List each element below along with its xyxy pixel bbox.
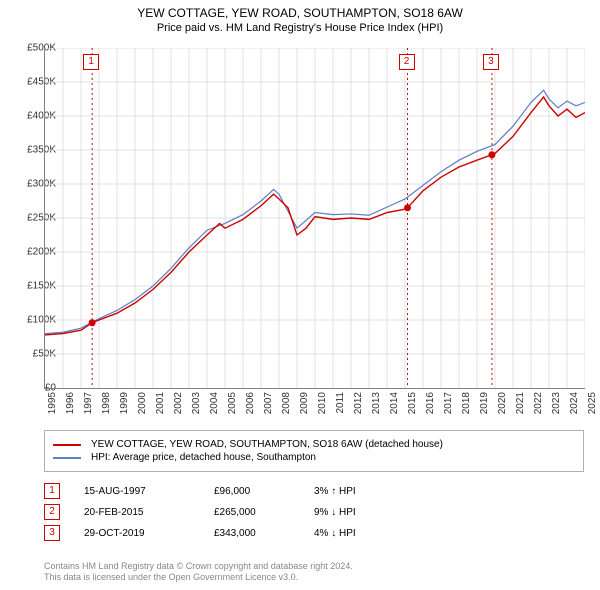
legend-swatch: [53, 444, 81, 446]
annotation-date: 29-OCT-2019: [84, 528, 214, 539]
x-tick-label: 2007: [263, 392, 274, 414]
x-tick-label: 2012: [353, 392, 364, 414]
x-tick-label: 2010: [317, 392, 328, 414]
chart-title: YEW COTTAGE, YEW ROAD, SOUTHAMPTON, SO18…: [0, 0, 600, 20]
x-tick-label: 2002: [173, 392, 184, 414]
x-tick-label: 2011: [335, 392, 346, 414]
x-tick-label: 2003: [191, 392, 202, 414]
annotation-num-box: 3: [44, 525, 60, 541]
annotation-date: 15-AUG-1997: [84, 486, 214, 497]
legend: YEW COTTAGE, YEW ROAD, SOUTHAMPTON, SO18…: [44, 430, 584, 472]
x-tick-label: 2015: [407, 392, 418, 414]
annotation-row: 3 29-OCT-2019£343,0004% ↓ HPI: [44, 525, 394, 541]
chart-subtitle: Price paid vs. HM Land Registry's House …: [0, 20, 600, 34]
annotation-table: 1 15-AUG-1997£96,0003% ↑ HPI 2 20-FEB-2015£…: [44, 478, 394, 546]
x-tick-label: 2004: [209, 392, 220, 414]
chart-container: YEW COTTAGE, YEW ROAD, SOUTHAMPTON, SO18…: [0, 0, 600, 590]
x-tick-label: 1996: [65, 392, 76, 414]
legend-item: HPI: Average price, detached house, Sout…: [53, 452, 575, 463]
x-tick-label: 2025: [587, 392, 598, 414]
annotation-row: 2 20-FEB-2015£265,0009% ↓ HPI: [44, 504, 394, 520]
x-tick-label: 2023: [551, 392, 562, 414]
event-marker-3: 3: [483, 54, 499, 70]
x-tick-label: 1999: [119, 392, 130, 414]
x-tick-label: 1995: [47, 392, 58, 414]
x-tick-label: 2006: [245, 392, 256, 414]
x-tick-label: 1998: [101, 392, 112, 414]
x-tick-label: 2016: [425, 392, 436, 414]
footer-line1: Contains HM Land Registry data © Crown c…: [44, 561, 353, 573]
annotation-row: 1 15-AUG-1997£96,0003% ↑ HPI: [44, 483, 394, 499]
annotation-price: £343,000: [214, 528, 314, 539]
x-tick-label: 2013: [371, 392, 382, 414]
plot-area: [44, 48, 585, 389]
annotation-num-box: 2: [44, 504, 60, 520]
event-marker-2: 2: [399, 54, 415, 70]
event-marker-1: 1: [83, 54, 99, 70]
annotation-diff: 3% ↑ HPI: [314, 486, 394, 497]
x-tick-label: 2014: [389, 392, 400, 414]
legend-label: HPI: Average price, detached house, Sout…: [91, 452, 316, 463]
annotation-num-box: 1: [44, 483, 60, 499]
legend-item: YEW COTTAGE, YEW ROAD, SOUTHAMPTON, SO18…: [53, 439, 575, 450]
x-tick-label: 2018: [461, 392, 472, 414]
x-tick-label: 2001: [155, 392, 166, 414]
x-tick-label: 2022: [533, 392, 544, 414]
legend-label: YEW COTTAGE, YEW ROAD, SOUTHAMPTON, SO18…: [91, 439, 443, 450]
x-tick-label: 2017: [443, 392, 454, 414]
x-tick-label: 2000: [137, 392, 148, 414]
x-tick-label: 2021: [515, 392, 526, 414]
x-tick-label: 2005: [227, 392, 238, 414]
x-tick-label: 2020: [497, 392, 508, 414]
annotation-price: £96,000: [214, 486, 314, 497]
x-tick-label: 2024: [569, 392, 580, 414]
annotation-diff: 9% ↓ HPI: [314, 507, 394, 518]
annotation-diff: 4% ↓ HPI: [314, 528, 394, 539]
annotation-date: 20-FEB-2015: [84, 507, 214, 518]
annotation-price: £265,000: [214, 507, 314, 518]
x-tick-label: 2008: [281, 392, 292, 414]
footer-line2: This data is licensed under the Open Gov…: [44, 572, 353, 584]
plot-svg: [45, 48, 585, 388]
x-tick-label: 2009: [299, 392, 310, 414]
x-tick-label: 2019: [479, 392, 490, 414]
footer-attribution: Contains HM Land Registry data © Crown c…: [44, 561, 353, 584]
legend-swatch: [53, 457, 81, 459]
x-tick-label: 1997: [83, 392, 94, 414]
